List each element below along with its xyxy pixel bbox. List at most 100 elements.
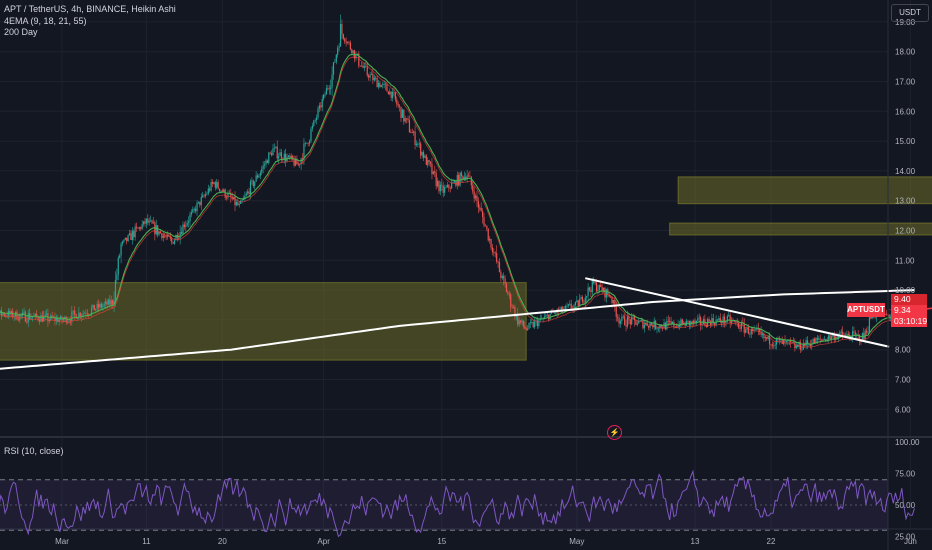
candle-body: [580, 297, 582, 300]
candle-body: [798, 342, 800, 347]
candle-body: [553, 312, 555, 314]
candle-body: [597, 289, 599, 292]
candle-body: [484, 225, 487, 227]
candle-body: [157, 225, 159, 235]
candle-body: [74, 310, 76, 315]
candle-body: [480, 207, 482, 212]
candle-body: [365, 66, 367, 68]
candle-body: [272, 148, 274, 156]
candle-body: [670, 321, 672, 324]
candle-body: [844, 334, 847, 336]
time-tick-label: 13: [691, 537, 700, 546]
time-tick-label: Jun: [904, 537, 917, 546]
candle-body: [635, 320, 637, 325]
candle-body: [639, 320, 641, 322]
candle-body: [397, 104, 399, 106]
candle-body: [103, 303, 105, 306]
candle-body: [781, 339, 783, 345]
candle-body: [669, 320, 671, 322]
candle-body: [813, 338, 816, 344]
ema-line: [0, 53, 914, 345]
candle-body: [458, 175, 460, 186]
ema-indicator-label[interactable]: 4EMA (9, 18, 21, 55): [4, 15, 87, 26]
candle-body: [23, 311, 25, 313]
candle-body: [220, 190, 222, 192]
candle-body: [259, 172, 261, 176]
candle-body: [164, 235, 166, 237]
rsi-tick-label: 50.00: [895, 501, 916, 510]
candle-body: [252, 180, 254, 187]
candle-body: [768, 335, 771, 345]
candle-body: [610, 296, 612, 298]
candle-body: [843, 334, 845, 336]
candle-body: [137, 227, 139, 229]
price-tick-label: 14.00: [895, 167, 916, 176]
candle-body: [76, 318, 79, 320]
candle-body: [44, 314, 46, 316]
candle-body: [459, 172, 461, 186]
candle-body: [733, 320, 735, 322]
candle-body: [75, 314, 77, 319]
candle-body: [490, 238, 492, 248]
candle-body: [791, 341, 793, 343]
candle-body: [598, 284, 600, 290]
price-tick-label: 8.00: [895, 346, 911, 355]
candle-body: [830, 336, 833, 340]
candle-body: [195, 208, 197, 212]
candle-body: [344, 38, 346, 42]
candle-body: [147, 218, 149, 223]
candle-body: [861, 333, 863, 342]
candle-body: [37, 316, 39, 320]
candle-body: [588, 287, 591, 291]
candle-body: [773, 345, 775, 347]
candle-body: [100, 303, 102, 308]
candle-body: [335, 54, 337, 62]
candle-body: [31, 316, 34, 318]
candle-body: [297, 164, 299, 166]
candle-body: [30, 317, 32, 320]
candle-body: [138, 227, 140, 229]
candle-body: [579, 299, 581, 307]
time-tick-label: Mar: [55, 537, 69, 546]
candle-body: [248, 191, 250, 195]
candle-body: [629, 319, 631, 325]
rsi-line: [0, 469, 915, 538]
candle-body: [238, 203, 240, 205]
candle-body: [151, 220, 153, 224]
candle-body: [790, 340, 792, 342]
candle-body: [175, 234, 177, 241]
candle-body: [105, 301, 107, 304]
candle-body: [799, 342, 802, 350]
candle-body: [179, 231, 181, 239]
rsi-indicator-label[interactable]: RSI (10, close): [4, 446, 64, 456]
candle-body: [498, 262, 501, 273]
candle-body: [548, 314, 550, 320]
candle-body: [331, 74, 333, 88]
ma200-indicator-label[interactable]: 200 Day: [4, 27, 38, 37]
candle-body: [594, 282, 596, 284]
candle-body: [500, 272, 502, 278]
candle-body: [774, 344, 776, 346]
candle-body: [172, 241, 174, 244]
currency-selector[interactable]: USDT: [891, 4, 929, 22]
candle-body: [332, 62, 335, 75]
candle-body: [237, 202, 239, 205]
candle-body: [382, 84, 384, 86]
lightning-icon[interactable]: ⚡: [607, 425, 622, 440]
candle-body: [389, 91, 391, 95]
candle-body: [303, 143, 305, 160]
candle-body: [604, 287, 606, 298]
candle-body: [45, 313, 48, 315]
candle-body: [566, 305, 568, 307]
rsi-pane: [0, 469, 915, 538]
candle-body: [97, 303, 100, 308]
candle-body: [275, 146, 277, 148]
candle-body: [614, 300, 616, 308]
candle-body: [121, 241, 124, 244]
candle-body: [422, 151, 425, 158]
candle-body: [643, 324, 645, 329]
candle-body: [512, 307, 515, 308]
candle-body: [202, 195, 204, 198]
candle-body: [829, 335, 831, 340]
